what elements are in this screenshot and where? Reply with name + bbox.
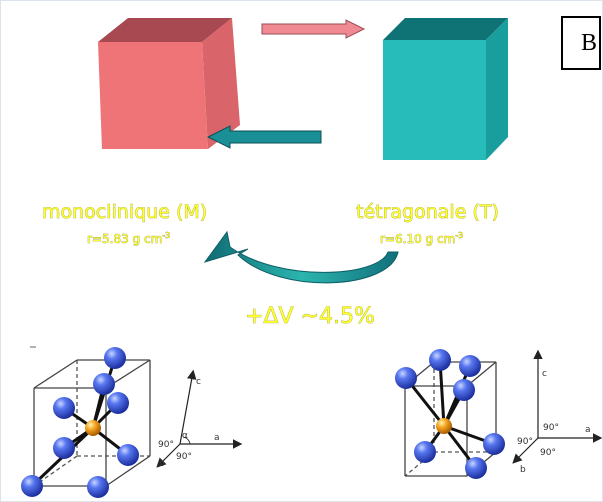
tetragonal-cube xyxy=(383,18,508,160)
monoclinic-cube xyxy=(98,18,240,149)
tetragonal-unit-cell xyxy=(395,349,505,479)
monoclinic-density: r=5.83 g cm-3 xyxy=(87,231,170,246)
right-angle-2: 90° xyxy=(517,437,533,447)
right-angle-1: 90° xyxy=(543,423,559,433)
monoclinic-axes: c a b α 90° 90° xyxy=(156,369,243,469)
monoclinic-unit-cell xyxy=(21,347,151,498)
transformation-curve-arrow xyxy=(203,230,399,284)
left-alpha-label: α xyxy=(182,431,188,441)
left-angle-1: 90° xyxy=(158,440,174,450)
right-axis-a-label: a xyxy=(585,425,591,435)
right-axis-b-label: b xyxy=(520,465,526,475)
tetragonal-name: tétragonale (T) xyxy=(356,201,499,223)
left-axis-c-label: c xyxy=(196,377,201,387)
panel-label: B xyxy=(561,16,601,70)
left-axis-b-label: b xyxy=(159,459,165,469)
tetragonal-axes: c a b 90° 90° 90° xyxy=(512,349,603,475)
left-angle-2: 90° xyxy=(176,452,192,462)
tetragonal-density: r=6.10 g cm-3 xyxy=(380,231,463,246)
volume-change-label: +ΔV ~4.5% xyxy=(245,304,375,329)
right-angle-3: 90° xyxy=(540,448,556,458)
cooling-arrow xyxy=(206,125,322,149)
left-axis-a-label: a xyxy=(214,433,220,443)
right-axis-c-label: c xyxy=(542,369,547,379)
heating-arrow xyxy=(261,19,366,39)
monoclinic-name: monoclinique (M) xyxy=(42,201,207,223)
